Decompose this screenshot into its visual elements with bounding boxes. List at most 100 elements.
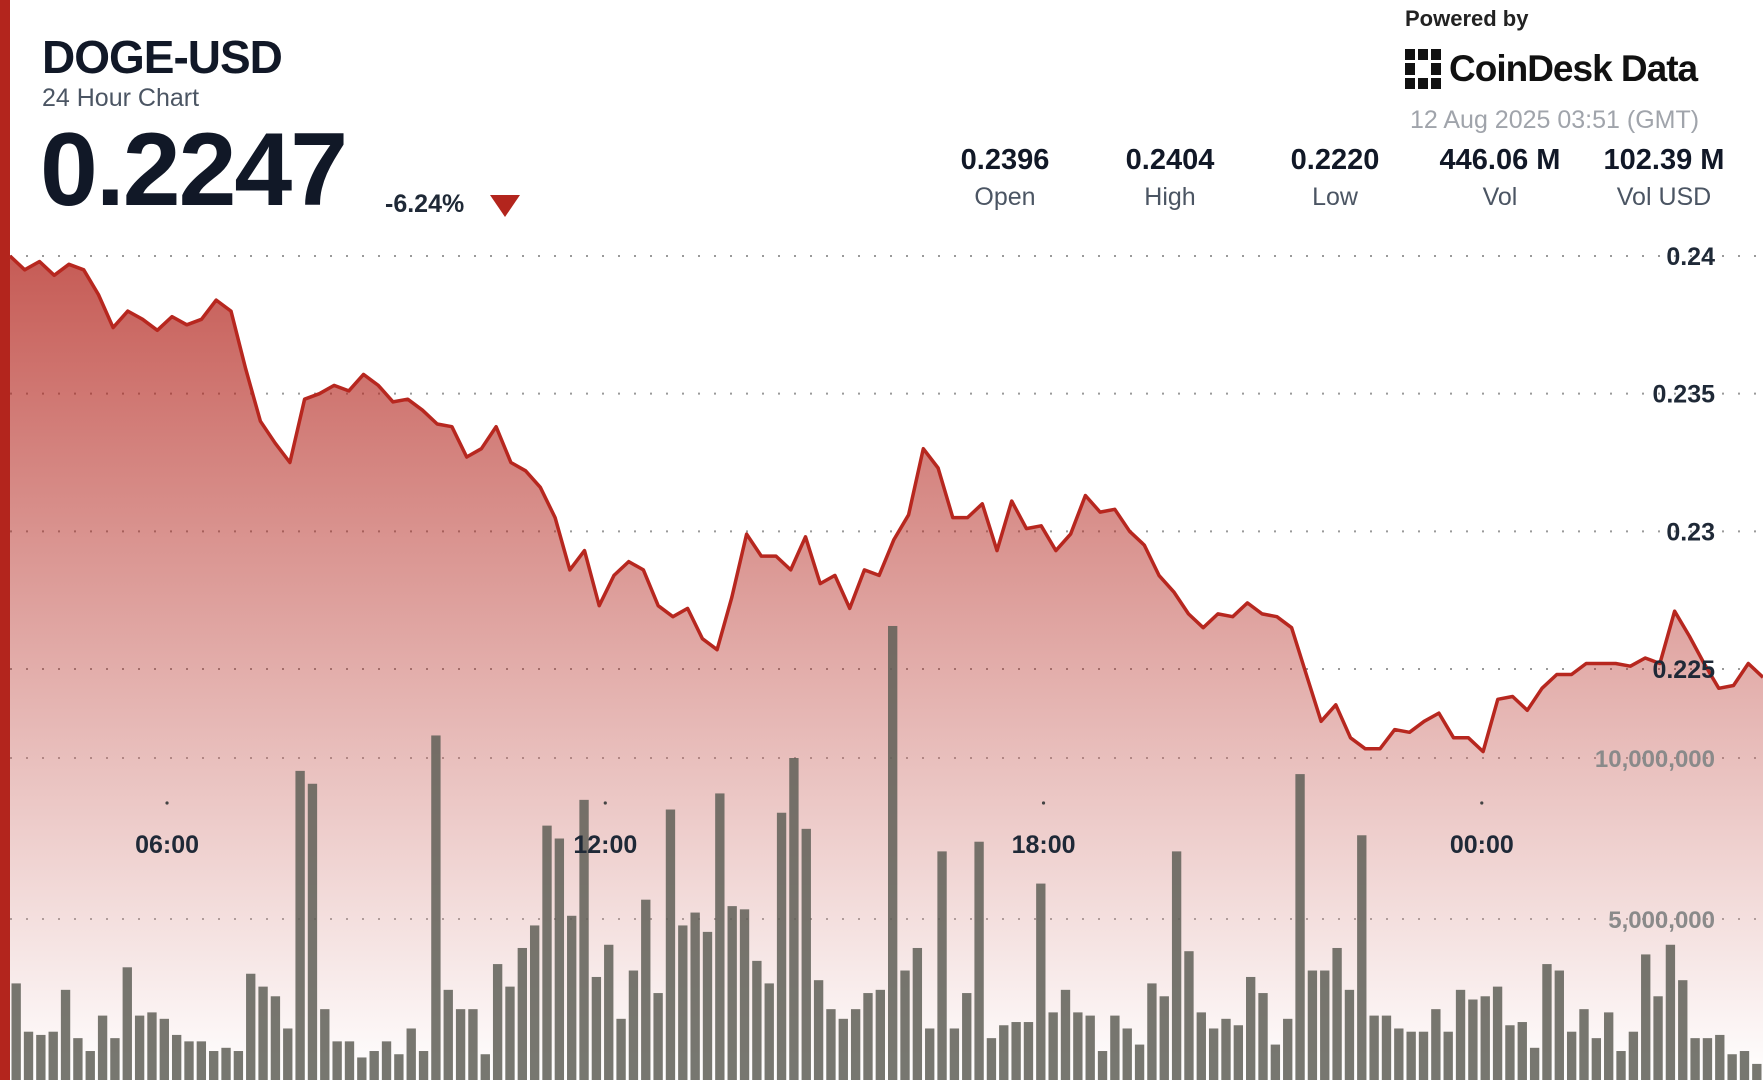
volume-bar <box>1517 1022 1527 1080</box>
volume-bar <box>381 1041 392 1080</box>
price-change: -6.24% <box>385 190 465 218</box>
volume-bar <box>1036 883 1046 1080</box>
volume-bar <box>1566 1031 1577 1080</box>
volume-bar <box>1085 1015 1095 1080</box>
volume-bar <box>1579 1009 1589 1080</box>
volume-bar <box>579 799 589 1080</box>
volume-bar <box>1122 1028 1132 1080</box>
volume-bar <box>320 1009 330 1080</box>
volume-bar <box>529 925 540 1080</box>
volume-bar <box>122 967 132 1080</box>
stat-low: 0.2220 Low <box>1260 144 1410 212</box>
volume-bar <box>974 841 984 1080</box>
stat-vol: 446.06 M Vol <box>1425 144 1575 212</box>
volume-bar <box>801 828 811 1080</box>
volume-bar <box>1394 1028 1404 1080</box>
time-tick-mark <box>1480 801 1484 805</box>
accent-bar <box>0 0 10 1080</box>
volume-bar <box>727 906 737 1080</box>
volume-tick-label: 5,000,000 <box>1608 907 1715 934</box>
volume-bar <box>517 947 527 1080</box>
price-area <box>10 256 1763 1080</box>
volume-bar <box>1048 1012 1058 1080</box>
volume-bar <box>455 1009 466 1080</box>
time-tick-label: 12:00 <box>573 831 637 859</box>
volume-bar <box>48 1031 58 1080</box>
volume-bar <box>171 1034 182 1080</box>
volume-bar <box>1665 944 1676 1080</box>
volume-bar <box>1233 1025 1244 1080</box>
time-tick-label: 06:00 <box>135 831 199 859</box>
volume-bar <box>1591 1038 1602 1080</box>
volume-bar <box>912 947 923 1080</box>
chart-subtitle: 24 Hour Chart <box>42 84 200 112</box>
price-tick-label: 0.24 <box>1666 243 1715 271</box>
time-tick-mark <box>603 801 607 805</box>
volume-bar <box>357 1057 367 1080</box>
coindesk-logo: CoinDesk Data <box>1405 48 1698 90</box>
volume-bar <box>1258 993 1268 1080</box>
stat-value: 446.06 M <box>1439 144 1561 176</box>
triangle-down-icon <box>490 195 520 217</box>
volume-bar <box>394 1054 404 1080</box>
volume-bar <box>1307 970 1318 1080</box>
volume-bar <box>11 983 21 1080</box>
volume-bar <box>1529 1047 1540 1080</box>
volume-bar <box>1171 851 1182 1080</box>
volume-bar <box>1357 835 1367 1080</box>
volume-bar <box>443 989 453 1080</box>
volume-bar <box>1690 1038 1700 1080</box>
volume-bar <box>665 809 676 1080</box>
volume-bar <box>1344 989 1355 1080</box>
volume-bar <box>1332 947 1342 1080</box>
volume-bar <box>270 996 281 1080</box>
volume-bar <box>1492 986 1503 1080</box>
volume-bar <box>492 964 503 1080</box>
volume-bar <box>1073 1012 1083 1080</box>
volume-bar <box>1110 1015 1120 1080</box>
stat-value: 0.2404 <box>1125 144 1215 176</box>
volume-bar <box>1060 989 1071 1080</box>
volume-bar <box>1554 970 1564 1080</box>
stat-label: Vol <box>1482 183 1518 211</box>
volume-bar <box>1604 1012 1614 1080</box>
volume-bar <box>678 925 688 1080</box>
volume-bar <box>1455 989 1466 1080</box>
volume-bar <box>1295 774 1305 1080</box>
volume-bar <box>295 770 305 1080</box>
volume-bar <box>505 986 515 1080</box>
time-tick-label: 18:00 <box>1012 831 1076 859</box>
volume-bar <box>332 1041 342 1080</box>
time-tick-mark <box>165 801 169 805</box>
volume-bar <box>1208 1028 1219 1080</box>
volume-bar <box>60 989 71 1080</box>
volume-bar <box>1641 954 1651 1080</box>
timestamp: 12 Aug 2025 03:51 (GMT) <box>1410 106 1700 134</box>
volume-bar <box>184 1041 194 1080</box>
stat-label: Low <box>1312 183 1358 211</box>
price-tick-label: 0.23 <box>1666 518 1715 546</box>
volume-bar <box>850 1009 861 1080</box>
volume-bar <box>838 1018 848 1080</box>
volume-bar <box>73 1038 83 1080</box>
volume-bar <box>863 993 873 1080</box>
volume-bar <box>1023 1022 1034 1080</box>
volume-bar <box>1097 1051 1108 1080</box>
volume-bar <box>307 783 318 1080</box>
volume-bar <box>418 1051 429 1080</box>
volume-tick-label: 10,000,000 <box>1595 746 1715 773</box>
volume-bar <box>1702 1038 1713 1080</box>
volume-bar <box>604 944 614 1080</box>
volume-bar <box>1369 1015 1379 1080</box>
volume-bar <box>1431 1009 1441 1080</box>
volume-bar <box>789 758 799 1080</box>
volume-bar <box>1418 1031 1429 1080</box>
volume-bar <box>431 735 441 1080</box>
volume-bar <box>752 960 762 1080</box>
pair-title: DOGE-USD <box>42 31 283 83</box>
volume-bar <box>826 1009 836 1080</box>
volume-bar <box>36 1034 46 1080</box>
volume-bar <box>1739 1051 1750 1080</box>
volume-bar <box>1196 1012 1206 1080</box>
